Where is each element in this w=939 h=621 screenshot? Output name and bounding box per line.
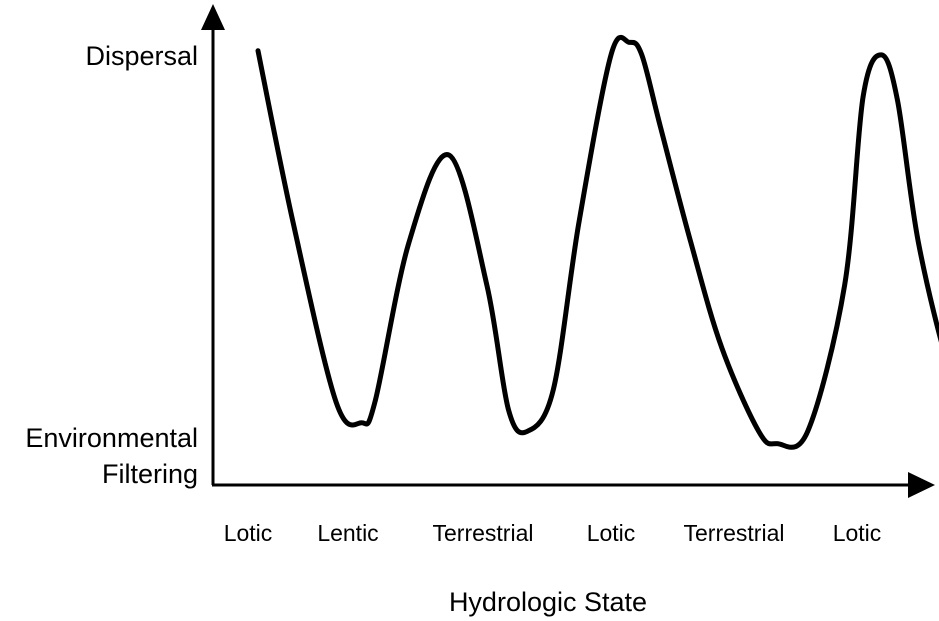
x-axis-label: Hydrologic State bbox=[449, 587, 647, 617]
x-tick-labels: Lotic Lentic Terrestrial Lotic Terrestrial Lo… bbox=[224, 520, 882, 546]
chart-axes bbox=[201, 4, 935, 498]
x-tick-label: Lotic bbox=[587, 520, 636, 546]
x-tick-label: Lotic bbox=[833, 520, 882, 546]
x-tick-label: Lotic bbox=[224, 520, 273, 546]
y-top-label: Dispersal bbox=[85, 41, 198, 71]
x-tick-label: Terrestrial bbox=[684, 520, 785, 546]
x-tick-label: Lentic bbox=[317, 520, 378, 546]
x-axis-arrowhead bbox=[908, 472, 935, 498]
y-bottom-label-line2: Filtering bbox=[102, 459, 198, 489]
series-line bbox=[255, 34, 939, 450]
x-tick-label: Terrestrial bbox=[433, 520, 534, 546]
y-bottom-label-line1: Environmental bbox=[25, 423, 198, 453]
y-axis-arrowhead bbox=[201, 4, 225, 30]
